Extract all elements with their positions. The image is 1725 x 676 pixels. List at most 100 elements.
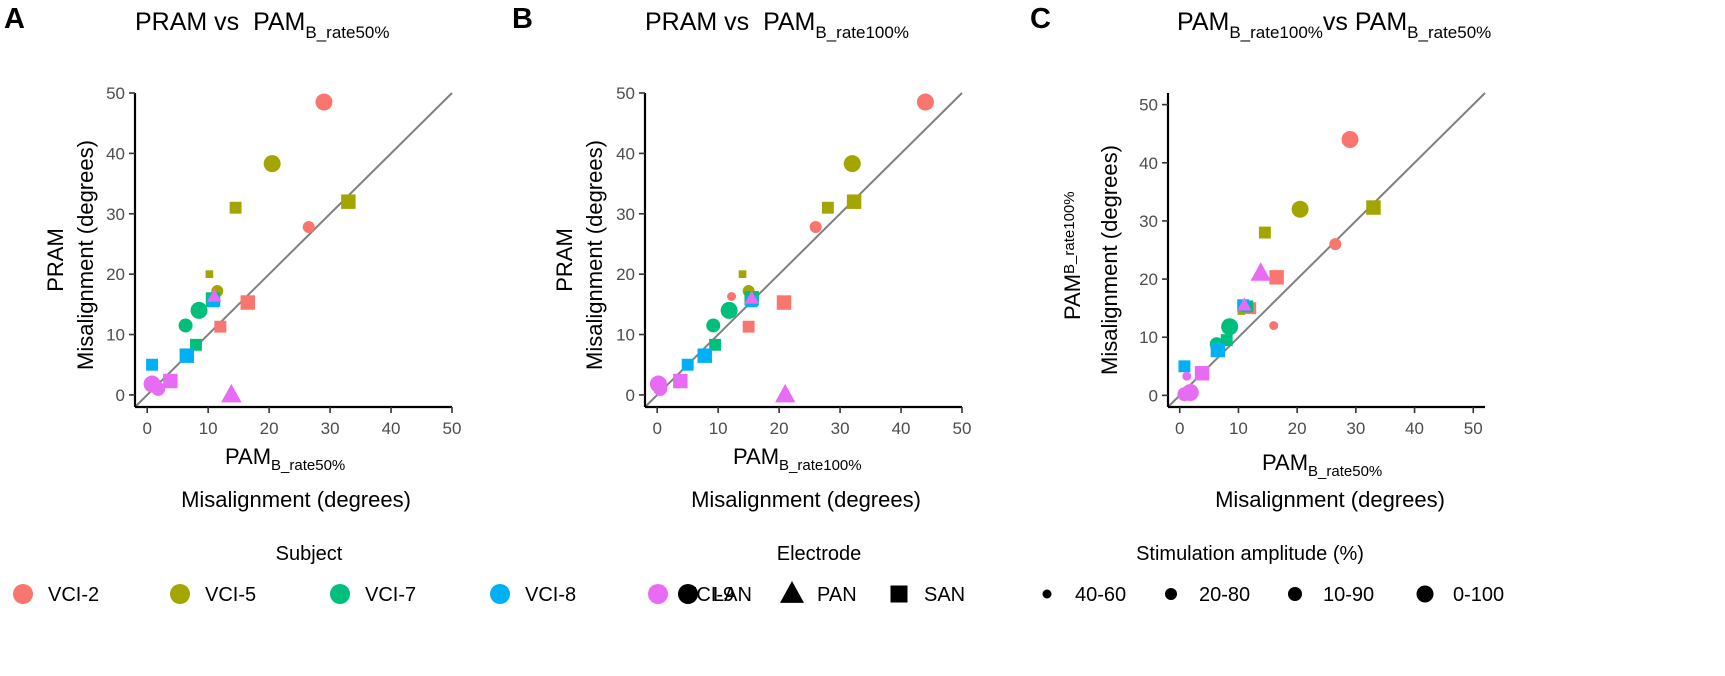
- x-tick-label-c: 10: [1229, 419, 1248, 438]
- x-axis-label-b: PAMB_rate100%: [733, 444, 862, 474]
- legend-key-san: [890, 585, 908, 603]
- legend-label-san: SAN: [924, 584, 965, 606]
- x-axis-label-c-line2: Misalignment (degrees): [1215, 487, 1445, 512]
- panel-title-a-sub: B_rate50%: [305, 23, 389, 42]
- legend-key-vci-9: [648, 584, 668, 604]
- x-axis-label-c-sub: B_rate50%: [1308, 463, 1382, 480]
- data-point-b-vci-9: [653, 381, 668, 396]
- panel-title-c-sub2: B_rate50%: [1407, 23, 1491, 42]
- legend-amplitudes: 40-60 20-80 10-90 0-100: [1042, 584, 1504, 606]
- y-tick-label-b: 50: [616, 84, 635, 103]
- data-point-c-vci-5: [1258, 226, 1271, 239]
- legend-label-amp-10-90: 10-90: [1323, 584, 1374, 606]
- x-tick-label-b: 50: [953, 419, 972, 438]
- data-point-a-vci-9: [207, 288, 222, 302]
- data-point-b-vci-7: [706, 318, 721, 333]
- legend-title-amplitude: Stimulation amplitude (%): [1136, 543, 1364, 565]
- data-point-b-vci-5: [846, 194, 862, 209]
- data-point-c-vci-9: [1177, 387, 1192, 402]
- y-tick-label-c: 50: [1139, 96, 1158, 115]
- data-point-a-vci-5: [205, 270, 214, 278]
- y-tick-label-a: 20: [106, 265, 125, 284]
- y-tick-label-a: 10: [106, 326, 125, 345]
- data-point-a-vci-7: [178, 318, 193, 333]
- data-point-c-vci-9: [1194, 366, 1210, 381]
- x-axis-label-b-main: PAM: [733, 444, 779, 469]
- legend: Subject Electrode Stimulation amplitude …: [13, 543, 1504, 606]
- data-point-b-vci-9: [775, 383, 796, 403]
- legend-label-amp-0-100: 0-100: [1453, 584, 1504, 606]
- x-axis-label-c-main: PAM: [1262, 450, 1308, 475]
- y-tick-label-c: 10: [1139, 328, 1158, 347]
- data-point-b-vci-9: [673, 373, 688, 389]
- panel-title-c: PAMB_rate100%vs PAMB_rate50%: [1177, 8, 1491, 42]
- x-axis-label-a-sub: B_rate50%: [271, 457, 345, 474]
- data-point-b-vci-7: [709, 338, 722, 351]
- data-point-a-vci-2: [214, 320, 227, 333]
- data-point-c-vci-8: [1178, 360, 1191, 373]
- y-axis-label-c-line2: Misalignment (degrees): [1097, 145, 1122, 375]
- x-axis-label-c: PAMB_rate50%: [1262, 450, 1382, 480]
- y-tick-label-a: 30: [106, 205, 125, 224]
- data-point-a-vci-5: [341, 194, 356, 209]
- x-tick-label-a: 20: [260, 419, 279, 438]
- data-point-a-vci-7: [190, 301, 208, 319]
- data-point-b-vci-2: [809, 221, 822, 234]
- y-tick-label-c: 30: [1139, 212, 1158, 231]
- data-point-b-vci-5: [821, 201, 834, 214]
- plot-panel-b: 0 10 20 30 40 50 0 10 20 30 40 50: [616, 84, 971, 438]
- x-axis-label-a: PAMB_rate50%: [225, 444, 345, 474]
- y-tick-label-c: 20: [1139, 270, 1158, 289]
- y-axis-label-c-sub: B_rate100%: [1061, 191, 1078, 274]
- legend-electrodes: LAN PAN SAN: [678, 580, 965, 606]
- y-tick-label-b: 40: [616, 144, 635, 163]
- y-axis-label-c-main: PAM: [1060, 274, 1085, 320]
- panel-title-b: PRAM vs PAMB_rate100%: [645, 8, 909, 42]
- data-point-a-vci-2: [315, 93, 333, 111]
- x-tick-label-a: 50: [443, 419, 462, 438]
- x-axis-label-b-sub: B_rate100%: [779, 457, 862, 474]
- data-point-b-vci-7: [720, 301, 738, 319]
- x-tick-label-c: 50: [1464, 419, 1483, 438]
- y-tick-label-b: 10: [616, 326, 635, 345]
- plot-panel-a: 0 10 20 30 40 50 0 10 20 30 40 50: [106, 84, 461, 438]
- data-point-a-vci-9: [151, 381, 166, 396]
- legend-label-vci-5: VCI-5: [205, 584, 256, 606]
- data-point-c-vci-9: [1182, 371, 1192, 381]
- y-axis-label-b: PRAM: [552, 228, 577, 292]
- panel-title-a: PRAM vs PAMB_rate50%: [135, 8, 390, 42]
- data-point-c-vci-5: [1366, 200, 1381, 215]
- legend-label-lan: LAN: [713, 584, 752, 606]
- x-tick-label-c: 20: [1288, 419, 1307, 438]
- x-axis-label-b-line2: Misalignment (degrees): [691, 487, 921, 512]
- legend-key-amp-0-100: [1416, 585, 1434, 603]
- x-tick-label-a: 30: [321, 419, 340, 438]
- panel-title-a-main: PRAM vs PAM: [135, 8, 305, 36]
- data-point-a-vci-8: [179, 348, 195, 363]
- data-point-a-vci-2: [240, 295, 256, 310]
- y-axis-label-a-line2: Misalignment (degrees): [73, 140, 98, 370]
- panel-title-c-sub: B_rate100%: [1229, 23, 1323, 42]
- data-point-c-vci-8: [1210, 342, 1226, 358]
- data-point-a-vci-9: [163, 373, 178, 389]
- x-axis-label-a-main: PAM: [225, 444, 271, 469]
- legend-title-electrode: Electrode: [777, 543, 862, 565]
- data-point-c-vci-9: [1237, 297, 1252, 311]
- panel-label-a: A: [4, 3, 25, 35]
- x-tick-label-b: 0: [652, 419, 661, 438]
- panel-title-c-main: PAM: [1177, 8, 1229, 36]
- legend-key-amp-10-90: [1288, 587, 1302, 601]
- x-tick-label-a: 10: [199, 419, 218, 438]
- data-point-a-vci-8: [146, 358, 159, 371]
- y-tick-label-a: 50: [106, 84, 125, 103]
- legend-key-vci-2: [13, 584, 33, 604]
- legend-label-vci-8: VCI-8: [525, 584, 576, 606]
- legend-key-vci-7: [330, 584, 350, 604]
- legend-label-amp-40-60: 40-60: [1075, 584, 1126, 606]
- y-tick-label-b: 30: [616, 205, 635, 224]
- legend-label-amp-20-80: 20-80: [1199, 584, 1250, 606]
- y-axis-label-c: PAMB_rate100%: [1060, 191, 1085, 320]
- panel-title-b-main: PRAM vs PAM: [645, 8, 815, 36]
- legend-key-vci-5: [170, 584, 190, 604]
